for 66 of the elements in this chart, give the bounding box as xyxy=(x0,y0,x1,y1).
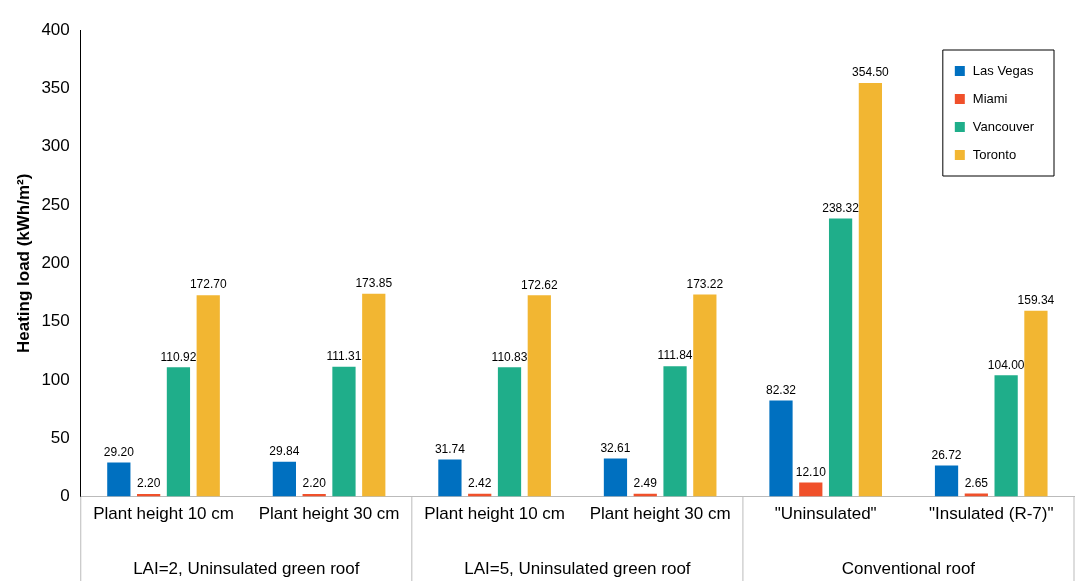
legend-label: Miami xyxy=(972,90,1008,106)
bar xyxy=(769,400,793,497)
text: LAI=2, Uninsulated green roof xyxy=(133,558,360,578)
bar xyxy=(527,295,551,497)
bar xyxy=(858,83,883,497)
y-tick-label: 50 xyxy=(50,427,70,447)
data-label: 2.20 xyxy=(136,476,161,491)
x-tick-label: "Insulated (R-7)" xyxy=(928,504,1054,524)
bar xyxy=(799,482,823,497)
bar xyxy=(272,461,296,497)
data-label: 111.31 xyxy=(326,349,362,364)
bar xyxy=(497,367,522,497)
data-label: 2.49 xyxy=(633,476,658,491)
data-label: 173.22 xyxy=(686,276,724,291)
data-label: 29.20 xyxy=(103,444,135,459)
legend-label: Vancouver xyxy=(972,118,1035,134)
data-label: 110.92 xyxy=(160,349,197,364)
data-label: 2.20 xyxy=(302,476,327,491)
data-label: 29.84 xyxy=(269,444,300,459)
y-tick-label: 350 xyxy=(41,78,70,98)
data-label: 110.83 xyxy=(491,349,528,364)
y-tick-label: 200 xyxy=(41,252,70,272)
data-label: 2.65 xyxy=(964,475,989,490)
data-label: 173.85 xyxy=(355,276,393,291)
bar xyxy=(1024,310,1048,497)
data-label: 31.74 xyxy=(434,441,466,456)
data-label: 82.32 xyxy=(765,382,797,397)
y-tick-label: 250 xyxy=(41,194,70,214)
data-label: 159.34 xyxy=(1017,293,1055,308)
bar xyxy=(934,465,959,497)
bar xyxy=(107,462,131,497)
text: LAI=5, Uninsulated green roof xyxy=(464,558,691,578)
data-label: 111.84 xyxy=(657,348,693,363)
data-label: 354.50 xyxy=(852,65,890,80)
bar xyxy=(332,366,356,497)
legend-label: Las Vegas xyxy=(972,62,1035,78)
bar xyxy=(663,366,687,497)
data-label: 172.70 xyxy=(189,277,227,292)
x-tick-label: "Uninsulated" xyxy=(774,504,877,524)
data-label: 2.42 xyxy=(468,476,492,491)
bar xyxy=(438,459,462,497)
data-label: 26.72 xyxy=(931,447,962,462)
y-tick-label: 100 xyxy=(41,369,70,389)
x-tick-label: Plant height 30 cm xyxy=(589,504,731,524)
bar xyxy=(362,293,386,497)
y-tick-label: 300 xyxy=(41,136,70,156)
text: Conventional roof xyxy=(841,558,976,578)
data-label: 12.10 xyxy=(795,464,827,479)
y-tick-label: 400 xyxy=(41,19,70,39)
x-tick-label: Plant height 10 cm xyxy=(424,504,566,524)
data-label: 104.00 xyxy=(987,357,1025,372)
data-label: 172.62 xyxy=(520,277,558,292)
x-tick-label: Plant height 10 cm xyxy=(93,504,234,524)
y-tick-label: 0 xyxy=(60,486,70,506)
data-label: 238.32 xyxy=(822,200,860,215)
x-tick-label: Plant height 30 cm xyxy=(258,504,400,524)
bar xyxy=(196,295,220,497)
bar xyxy=(994,375,1018,497)
y-tick-label: 150 xyxy=(41,311,70,331)
bar xyxy=(603,458,628,497)
bar xyxy=(166,367,191,497)
bar xyxy=(828,218,853,497)
bar xyxy=(693,294,717,497)
y-axis-title: Heating load (kWh/m²) xyxy=(13,173,33,354)
legend-label: Toronto xyxy=(972,146,1017,162)
data-label: 32.61 xyxy=(600,440,631,455)
